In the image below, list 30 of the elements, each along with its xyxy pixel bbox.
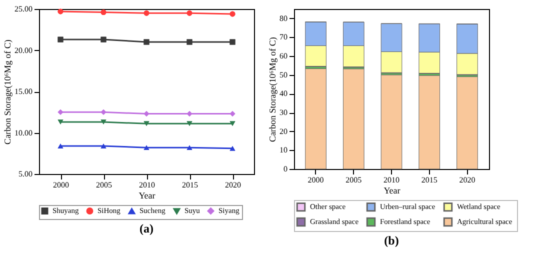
x-axis-title: Year (138, 190, 156, 200)
x-tick-label: 2010 (384, 176, 400, 184)
y-tick-label: 25.00 (14, 4, 32, 14)
y-axis-title: Carbon Storage(10⁶Mg of C) (268, 37, 278, 142)
x-tick-label: 2020 (225, 180, 241, 190)
x-tick-label: 2000 (53, 180, 69, 190)
y-tick-label: 20 (280, 126, 288, 136)
x-tick-label: 2000 (308, 176, 324, 184)
x-tick-label: 2005 (346, 176, 362, 184)
x-tick-label: 2020 (459, 176, 476, 184)
y-tick-label: 15.00 (14, 87, 32, 96)
text: (a) (140, 222, 154, 236)
x-axis-title: Year (384, 186, 400, 196)
y-axis-title: Carbon Storage(10⁶Mg of C) (2, 40, 12, 144)
y-tick-label: 80 (280, 14, 288, 23)
y-tick-label: 20.00 (14, 46, 32, 55)
y-tick-label: 50 (280, 70, 288, 80)
y-tick-label: 10 (280, 146, 288, 155)
text: (b) (384, 234, 399, 248)
y-tick-label: 10.00 (14, 128, 32, 138)
y-tick-label: 40 (280, 89, 288, 98)
y-tick-label: 0 (284, 164, 288, 174)
x-tick-label: 2010 (139, 180, 155, 190)
y-tick-label: 5.00 (18, 170, 32, 178)
y-tick-label: 70 (280, 32, 288, 42)
y-tick-label: 60 (280, 52, 288, 61)
x-tick-label: 2015 (421, 176, 438, 184)
y-tick-label: 30 (280, 108, 288, 118)
x-tick-label: 2005 (96, 180, 112, 190)
x-tick-label: 2015 (182, 180, 198, 190)
